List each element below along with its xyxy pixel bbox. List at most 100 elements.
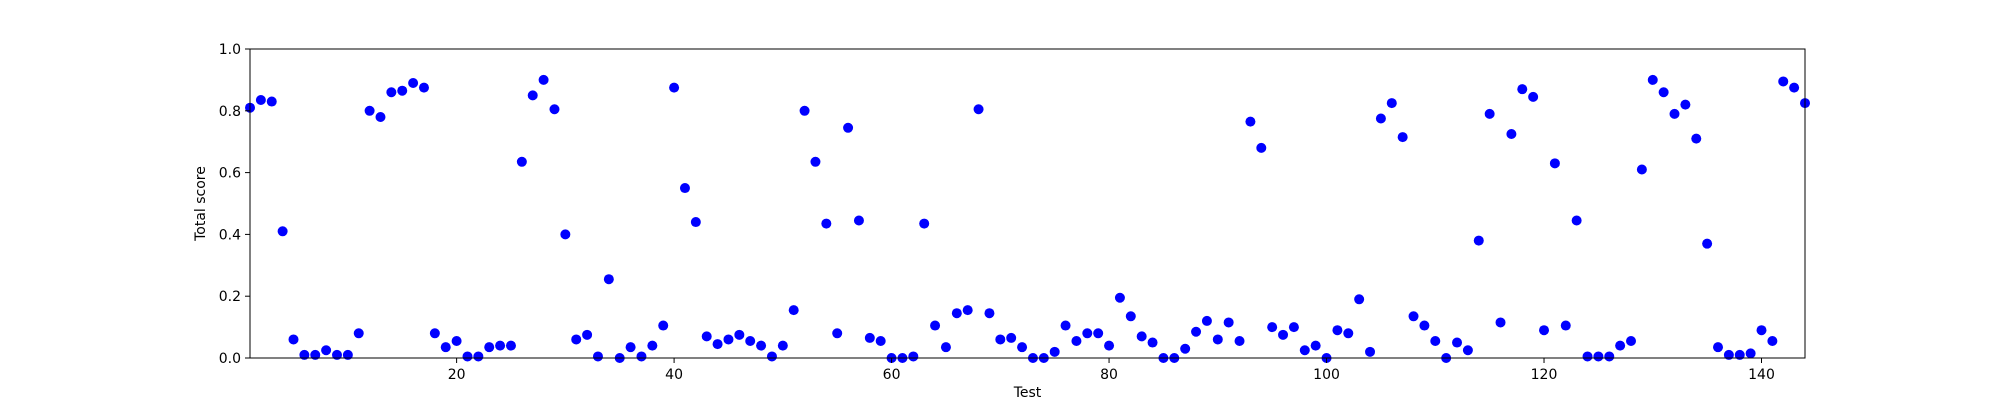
data-point (266, 96, 277, 107)
data-point (1560, 320, 1571, 331)
data-point (995, 334, 1006, 345)
x-tick-label: 20 (448, 367, 466, 383)
data-point (342, 349, 353, 360)
data-point (864, 332, 875, 343)
data-point (1212, 334, 1223, 345)
data-point (277, 226, 288, 237)
data-point (1147, 337, 1158, 348)
data-point (571, 334, 582, 345)
data-point (1104, 340, 1115, 351)
data-point (1006, 332, 1017, 343)
y-axis-title: Total score (193, 166, 209, 242)
data-point (321, 345, 332, 356)
data-point (1125, 311, 1136, 322)
data-point (1397, 132, 1408, 143)
data-point (1201, 315, 1212, 326)
data-point (1310, 340, 1321, 351)
data-point (940, 342, 951, 353)
data-point (353, 328, 364, 339)
data-point (712, 339, 723, 350)
data-point (679, 183, 690, 194)
data-point (386, 87, 397, 98)
data-point (331, 349, 342, 360)
y-tick-label: 0.4 (219, 227, 241, 243)
data-point (1071, 336, 1082, 347)
data-point (919, 218, 930, 229)
data-point (669, 82, 680, 93)
data-point (408, 77, 419, 88)
data-point (766, 351, 777, 362)
data-point (1332, 325, 1343, 336)
data-point (1615, 340, 1626, 351)
data-point (788, 305, 799, 316)
data-point (1288, 322, 1299, 333)
data-point (984, 308, 995, 319)
data-point (1223, 317, 1234, 328)
data-point (690, 217, 701, 228)
data-point (1723, 349, 1734, 360)
data-point (1517, 84, 1528, 95)
data-point (1636, 164, 1647, 175)
data-point (364, 105, 375, 116)
data-point (516, 156, 527, 167)
data-point (1267, 322, 1278, 333)
data-point (1256, 142, 1267, 153)
data-point (962, 305, 973, 316)
data-point (1017, 342, 1028, 353)
data-point (821, 218, 832, 229)
data-point (658, 320, 669, 331)
data-point (1452, 337, 1463, 348)
data-point (1245, 116, 1256, 127)
data-point (853, 215, 864, 226)
data-point (560, 229, 571, 240)
data-point (636, 351, 647, 362)
data-point (1136, 331, 1147, 342)
data-point (1082, 328, 1093, 339)
data-point (1658, 87, 1669, 98)
data-point (1049, 346, 1060, 357)
data-point (1626, 336, 1637, 347)
data-point (908, 351, 919, 362)
data-point (1549, 158, 1560, 169)
data-point (603, 274, 614, 285)
data-point (1691, 133, 1702, 144)
data-point (255, 94, 266, 105)
data-point (756, 340, 767, 351)
data-point (745, 336, 756, 347)
data-point (832, 328, 843, 339)
data-point (592, 351, 603, 362)
data-point (505, 340, 516, 351)
data-point (1419, 320, 1430, 331)
data-point (1473, 235, 1484, 246)
data-point (429, 328, 440, 339)
data-point (810, 156, 821, 167)
data-point (1756, 325, 1767, 336)
y-tick-label: 0.8 (219, 104, 241, 120)
data-point (1484, 108, 1495, 119)
x-tick-label: 100 (1313, 367, 1340, 383)
data-point (288, 334, 299, 345)
data-point (1669, 108, 1680, 119)
data-point (397, 85, 408, 96)
data-point (299, 349, 310, 360)
data-point (973, 104, 984, 115)
data-point (625, 342, 636, 353)
data-point (777, 340, 788, 351)
data-point (1386, 98, 1397, 109)
data-point (1114, 292, 1125, 303)
data-point (484, 342, 495, 353)
y-tick-label: 1.0 (219, 42, 241, 58)
data-point (440, 342, 451, 353)
data-point (1408, 311, 1419, 322)
data-point (1180, 343, 1191, 354)
y-tick-label: 0.6 (219, 166, 241, 182)
data-point (473, 351, 484, 362)
data-point (1702, 238, 1713, 249)
data-point (1299, 345, 1310, 356)
data-point (451, 336, 462, 347)
data-point (1680, 99, 1691, 110)
data-point (734, 329, 745, 340)
data-point (1789, 82, 1800, 93)
